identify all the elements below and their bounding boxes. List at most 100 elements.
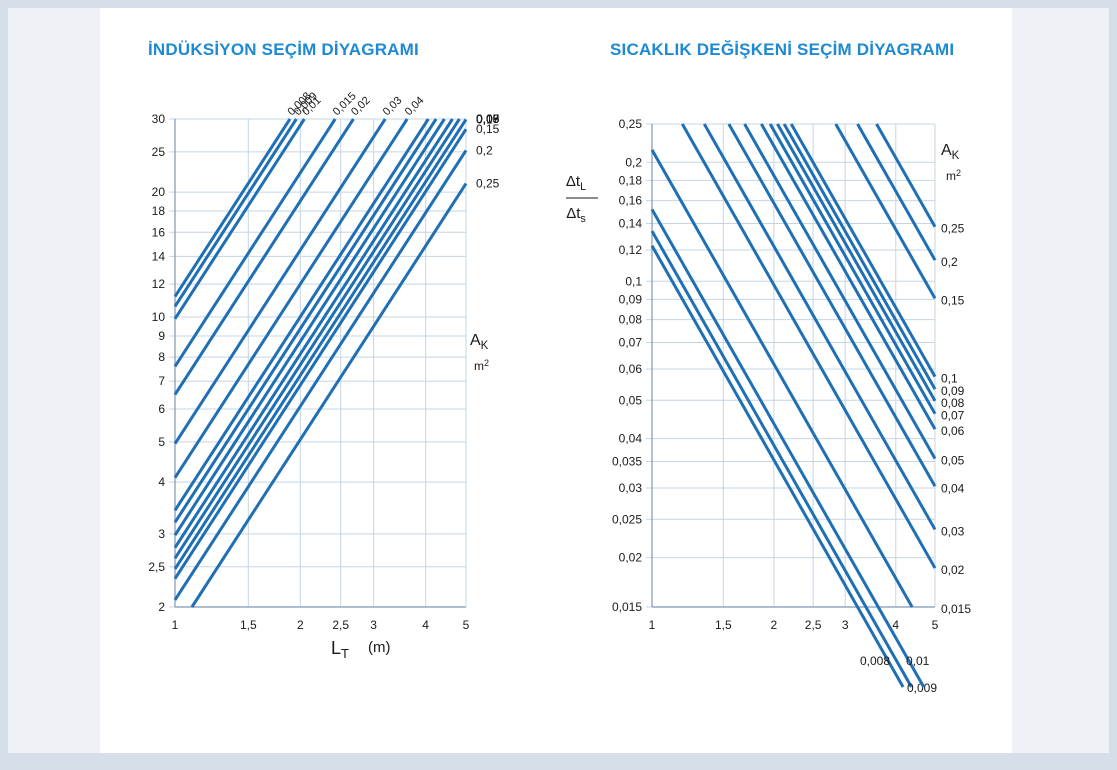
induction-series-label: 0,15	[476, 122, 500, 136]
temperature-series-label: 0,05	[941, 454, 965, 468]
temperature-series-line	[743, 123, 937, 460]
y-tick-label: 0,02	[619, 551, 643, 565]
induction-legend-title: AK	[470, 332, 489, 352]
induction-series-line	[173, 118, 438, 524]
induction-series-line	[173, 118, 409, 479]
temperature-series-line	[681, 123, 937, 569]
y-tick-label: 2,5	[148, 560, 165, 574]
temperature-y-label-numerator: ΔtL	[566, 173, 586, 193]
temperature-series-line	[834, 123, 937, 300]
induction-legend-unit: m2	[474, 358, 489, 373]
x-tick-label: 4	[892, 618, 899, 632]
induction-series-line	[173, 118, 430, 512]
temperature-series-line	[856, 123, 937, 261]
temperature-legend-unit: m2	[946, 168, 961, 183]
temperature-series-line	[789, 123, 937, 378]
temperature-series-label: 0,01	[906, 654, 930, 668]
y-tick-label: 0,015	[612, 600, 642, 614]
induction-series-label: 0,2	[476, 143, 493, 157]
induction-x-axis-label-sub: T	[341, 646, 349, 661]
induction-series-line	[190, 182, 468, 608]
y-tick-label: 0,25	[619, 117, 643, 131]
induction-legend-title-main: A	[470, 332, 481, 349]
temperature-y-label-numerator-main: Δt	[566, 173, 581, 190]
induction-legend-title-sub: K	[481, 340, 489, 352]
temperature-legend-unit-main: m	[946, 169, 956, 183]
induction-series-line	[173, 118, 387, 445]
y-tick-label: 18	[152, 204, 166, 218]
x-tick-label: 5	[463, 618, 470, 632]
temperature-series-line	[702, 123, 937, 531]
temperature-series-line	[650, 208, 926, 688]
induction-series-line	[173, 118, 454, 549]
induction-x-axis-label: LT	[331, 638, 349, 661]
induction-series-label: 0,09	[476, 112, 500, 126]
induction-legend-unit-sup: 2	[484, 358, 489, 368]
induction-series-line	[173, 118, 292, 298]
temperature-legend-title: AK	[941, 142, 960, 162]
induction-x-axis-label-main: L	[331, 638, 341, 658]
y-tick-label: 14	[152, 249, 166, 263]
induction-series-line	[173, 118, 468, 570]
temperature-legend-title-sub: K	[952, 150, 960, 162]
y-tick-label: 0,06	[619, 362, 643, 376]
induction-series-label: 0,03	[381, 94, 405, 118]
y-tick-label: 0,025	[612, 512, 642, 526]
y-tick-label: 0,05	[619, 393, 643, 407]
temperature-series-line	[650, 230, 913, 688]
temperature-series-label: 0,015	[941, 602, 971, 616]
temperature-series-label: 0,008	[860, 654, 890, 668]
y-tick-label: 0,1	[625, 274, 642, 288]
y-tick-label: 2	[158, 600, 165, 614]
y-tick-label: 25	[152, 145, 166, 159]
induction-series-line	[173, 118, 306, 320]
induction-series-label: 0,25	[476, 177, 500, 191]
y-tick-label: 20	[152, 185, 166, 199]
temperature-series-line	[727, 123, 937, 488]
temperature-series-label: 0,15	[941, 293, 965, 307]
induction-chart: 1 1,5 2 2,5 3 4 5 2 2,5 3 4 5 6 7 8 9 10 12 14 16 18 20 25 30 0,…	[148, 90, 499, 661]
temperature-series-line	[768, 123, 937, 415]
temperature-series-label: 0,009	[907, 681, 937, 695]
temperature-legend-unit-sup: 2	[956, 168, 961, 178]
y-tick-label: 16	[152, 225, 166, 239]
y-tick-label: 4	[158, 475, 165, 489]
x-tick-label: 1,5	[715, 618, 732, 632]
y-tick-label: 7	[158, 374, 165, 388]
induction-series-label: 0,07	[476, 112, 500, 126]
temperature-legend-title-main: A	[941, 142, 952, 159]
induction-series-label: 0,06	[476, 112, 500, 126]
y-tick-label: 0,03	[619, 481, 643, 495]
temperature-y-label-numerator-sub: L	[580, 181, 586, 193]
induction-series-line	[173, 118, 298, 308]
y-tick-label: 0,08	[619, 313, 643, 327]
induction-series-label: 0,04	[403, 94, 427, 118]
temperature-series-label: 0,09	[941, 384, 965, 398]
temperature-chart-title: SICAKLIK DEĞİŞKENİ SEÇİM DİYAGRAMI	[610, 40, 955, 59]
temperature-series-label: 0,1	[941, 372, 958, 386]
temperature-series-label: 0,02	[941, 563, 965, 577]
temperature-series-label: 0,25	[941, 222, 965, 236]
y-tick-label: 0,2	[625, 155, 642, 169]
temperature-series-label: 0,2	[941, 255, 958, 269]
x-tick-label: 2,5	[805, 618, 822, 632]
induction-legend-unit-main: m	[474, 359, 484, 373]
y-tick-label: 6	[158, 402, 165, 416]
induction-series-line	[173, 128, 468, 580]
x-tick-label: 1	[172, 618, 179, 632]
y-tick-label: 9	[158, 329, 165, 343]
x-tick-label: 4	[422, 618, 429, 632]
y-tick-label: 0,18	[619, 173, 643, 187]
temperature-series-line	[760, 123, 937, 430]
induction-series-line	[173, 118, 337, 368]
x-tick-label: 5	[932, 618, 939, 632]
temperature-series-label: 0,06	[941, 424, 965, 438]
induction-series-line	[173, 118, 355, 396]
y-tick-label: 12	[152, 277, 166, 291]
x-tick-label: 3	[842, 618, 849, 632]
y-tick-label: 0,09	[619, 292, 643, 306]
temperature-series-line	[650, 149, 914, 608]
induction-series-line	[173, 149, 468, 601]
